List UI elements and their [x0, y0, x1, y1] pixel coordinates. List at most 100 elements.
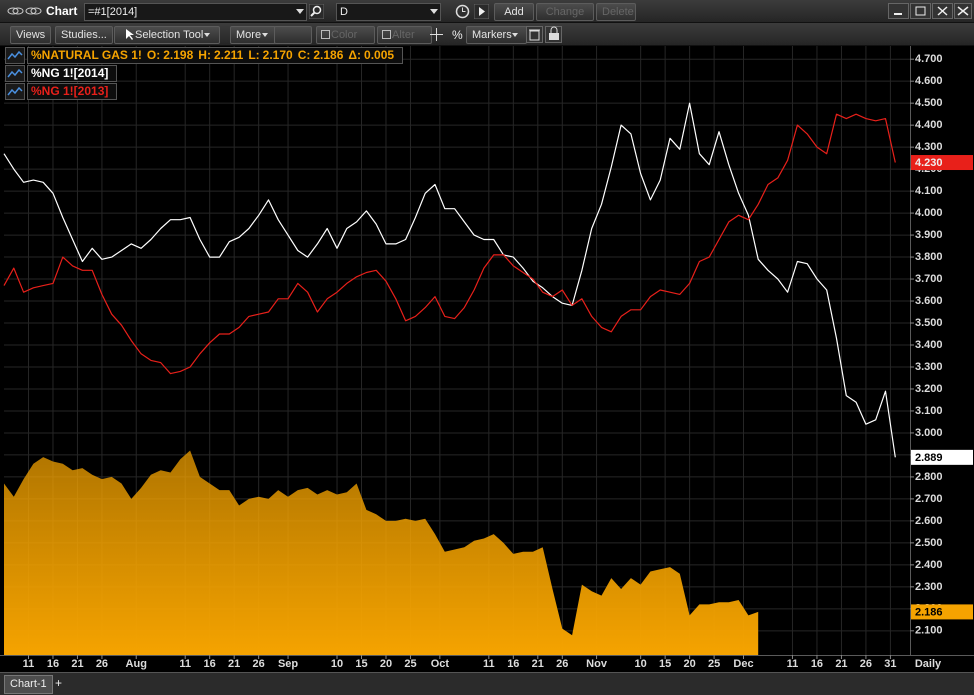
x-tick-label: Oct — [431, 658, 450, 670]
y-tick-label: 2.400 — [915, 559, 943, 571]
line — [3, 113, 896, 375]
x-tick-label: 20 — [380, 658, 392, 670]
x-tick-label: 25 — [404, 658, 416, 670]
y-tick-label: 3.700 — [915, 273, 943, 285]
x-tick-label: 16 — [47, 658, 59, 670]
x-tick-label: 21 — [532, 658, 544, 670]
y-tick-label: 2.600 — [915, 515, 943, 527]
legend-text: %NG 1![2013] — [27, 83, 118, 100]
dropdown-arrow — [204, 33, 210, 37]
y-tick-label: 3.300 — [915, 361, 943, 373]
quote-value: 2.170 — [262, 48, 293, 62]
checkbox[interactable] — [321, 30, 330, 39]
x-tick-label: 11 — [787, 658, 799, 670]
link-icons — [7, 7, 42, 15]
y-tick-label: 4.400 — [915, 119, 943, 131]
x-tick-label: 16 — [204, 658, 216, 670]
tab[interactable]: Chart-1 — [4, 675, 53, 694]
add-tab[interactable]: + — [55, 676, 63, 690]
y-tick-label: 2.500 — [915, 537, 943, 549]
quote-field: O: — [146, 48, 161, 62]
play-icon[interactable] — [474, 4, 489, 19]
tool-icons[interactable] — [526, 26, 562, 43]
legend-entry: %NATURAL GAS 1! O: 2.198 H: 2.211 L: 2.170 C: 2.… — [5, 47, 404, 64]
area — [4, 450, 759, 655]
chart: Daily 4.7004.6004.5004.4004.3004.2004.10… — [0, 46, 974, 672]
y-tick-label: 4.700 — [915, 53, 943, 65]
last-value-tag — [911, 449, 973, 465]
quote-value: 2.186 — [313, 48, 344, 62]
x-tick-label: 26 — [253, 658, 265, 670]
y-tick-label: 4.600 — [915, 75, 943, 87]
x-tick-label: 10 — [635, 658, 647, 670]
search-input[interactable]: D — [336, 3, 441, 21]
dropdown-arrow[interactable] — [430, 9, 438, 14]
x-tick-label: 16 — [811, 658, 823, 670]
interval-label: Daily — [915, 658, 942, 670]
y-tick-label: 3.900 — [915, 229, 943, 241]
legend: %NATURAL GAS 1! O: 2.198 H: 2.211 L: 2.170 C: 2.… — [5, 47, 404, 101]
search-icon[interactable] — [309, 4, 324, 19]
legend-entry: %NG 1![2014] — [5, 65, 403, 82]
dropdown-arrow[interactable] — [296, 9, 304, 14]
grid — [4, 46, 910, 655]
quote-value: 0.005 — [364, 48, 395, 62]
tab-bar: Chart-1 + — [0, 672, 974, 695]
y-tick-label: 3.000 — [915, 427, 943, 439]
dropdown-arrow — [262, 33, 268, 37]
legend-name: %NG 1![2013] — [31, 84, 109, 98]
x-tick-label: 10 — [331, 658, 343, 670]
x-tick-label: Sep — [278, 658, 298, 670]
delete-button[interactable]: Delete — [596, 3, 636, 21]
last-value-tag — [911, 155, 973, 171]
quote-field: Δ: — [348, 48, 362, 62]
x-tick-label: 31 — [884, 658, 896, 670]
x-tick-label: Nov — [586, 658, 608, 670]
change-button[interactable]: Change — [536, 3, 594, 21]
y-tick-label: 4.500 — [915, 97, 943, 109]
color-button[interactable]: Color — [316, 26, 375, 44]
add-button[interactable]: Add — [494, 3, 534, 21]
views-button[interactable]: Views — [10, 26, 52, 44]
last-value-tag — [911, 604, 973, 620]
y-tick-label: 2.700 — [915, 493, 943, 505]
legend-entry: %NG 1![2013] — [5, 83, 403, 100]
x-tick-label: 21 — [835, 658, 847, 670]
series-icon — [7, 86, 23, 96]
window-controls[interactable] — [888, 3, 972, 19]
y-tick-label: 4.300 — [915, 141, 943, 153]
more-button[interactable]: More — [230, 26, 277, 44]
x-tick-label: 16 — [507, 658, 519, 670]
y-tick-label: 2.800 — [915, 471, 943, 483]
legend-text: %NG 1![2014] — [27, 65, 118, 82]
y-tick-label: 3.100 — [915, 405, 943, 417]
cursor-icon — [126, 29, 134, 40]
legend-name: %NG 1![2014] — [31, 66, 109, 80]
y-tick-label: 2.300 — [915, 581, 943, 593]
style-dropdown[interactable] — [274, 26, 312, 44]
toolbar-secondary: Views Studies... Selection Tool More Col… — [0, 23, 974, 46]
clock-icon[interactable] — [455, 4, 470, 19]
x-tick-label: 15 — [355, 658, 367, 670]
checkbox[interactable] — [382, 30, 391, 39]
toolbar: Chart =#1[2014] D Add Change Delete — [0, 0, 974, 23]
legend-text: %NATURAL GAS 1! O: 2.198 H: 2.211 L: 2.170 C: 2.… — [27, 47, 404, 64]
x-tick-label: 25 — [708, 658, 720, 670]
crosshair-icon[interactable] — [430, 28, 443, 41]
studies-button[interactable]: Studies... — [55, 26, 113, 44]
percent-button[interactable]: % — [452, 28, 463, 42]
x-tick-label: Aug — [126, 658, 147, 670]
x-tick-label: 21 — [71, 658, 83, 670]
last-value-label: 2.889 — [915, 452, 943, 464]
y-tick-label: 3.600 — [915, 295, 943, 307]
x-tick-label: 11 — [179, 658, 191, 670]
x-tick-label: 26 — [96, 658, 108, 670]
selection-tool-button[interactable]: Selection Tool — [114, 26, 221, 44]
quote-field: H: — [198, 48, 211, 62]
symbol-input[interactable]: =#1[2014] — [84, 3, 307, 21]
dropdown-arrow — [512, 33, 518, 37]
x-tick-label: 21 — [228, 658, 240, 670]
x-tick-label: 26 — [556, 658, 568, 670]
x-tick-label: 20 — [683, 658, 695, 670]
